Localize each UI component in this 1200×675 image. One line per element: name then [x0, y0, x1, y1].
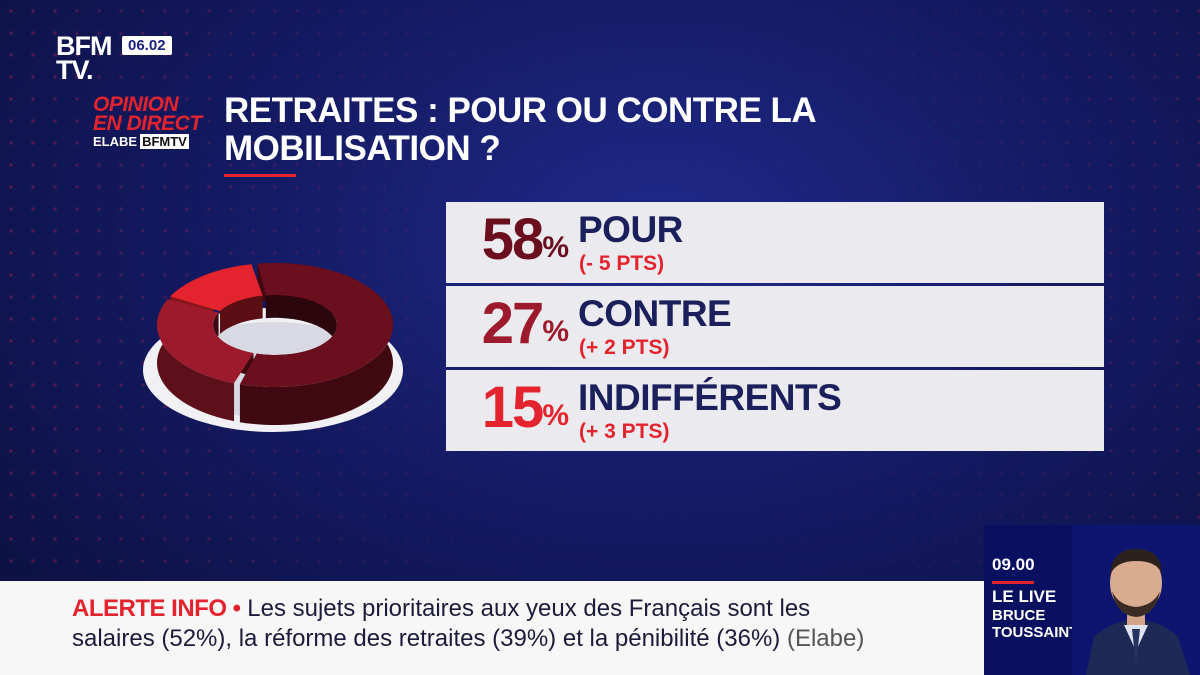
result-label: INDIFFÉRENTS [578, 377, 842, 418]
slice-indifferents [170, 264, 263, 312]
result-row-pour: 58% POUR (- 5 PTS) [446, 202, 1104, 283]
percent-value: 27 [481, 291, 544, 356]
ticker-text2: salaires (52%), la réforme des retraites… [72, 625, 781, 652]
next-program-panel: 09.00 LE LIVE BRUCE TOUSSAINT [984, 525, 1200, 675]
result-percent: 15% [456, 378, 569, 438]
ticker-line2: salaires (52%), la réforme des retraites… [72, 625, 864, 653]
result-label: CONTRE [578, 293, 732, 334]
slice-pour [239, 263, 394, 387]
ticker-text1: Les sujets prioritaires aux yeux des Fra… [247, 595, 811, 622]
partner-channel: BFMTV [140, 133, 189, 149]
segment-badge: OPINION EN DIRECT ELABE BFMTV [93, 93, 202, 149]
next-program-divider [992, 581, 1034, 584]
result-row-indifferents: 15% INDIFFÉRENTS (+ 3 PTS) [446, 370, 1104, 451]
next-program-time: 09.00 [992, 555, 1035, 574]
segment-line1: OPINION [93, 93, 179, 116]
channel-logo: BFM TV. [56, 31, 112, 86]
percent-value: 58 [481, 207, 544, 272]
ticker-line1: ALERTE INFO • Les sujets prioritaires au… [72, 595, 810, 623]
result-percent: 58% [456, 210, 569, 270]
ticker-source: (Elabe) [786, 625, 865, 652]
slice-inner-indifferents [220, 295, 263, 334]
segment-partner: ELABE BFMTV [93, 133, 202, 149]
result-label: POUR [578, 209, 683, 250]
slice-contre [157, 299, 254, 384]
result-change: (- 5 PTS) [579, 252, 665, 275]
donut-chart [143, 263, 403, 432]
result-percent: 27% [456, 294, 569, 354]
clock-time: 06.02 [122, 36, 172, 55]
percent-sign: % [542, 399, 569, 432]
result-row-contre: 27% CONTRE (+ 2 PTS) [446, 286, 1104, 367]
host-portrait [1072, 525, 1200, 675]
next-program-show: LE LIVE [992, 587, 1057, 606]
page-title: RETRAITES : POUR OU CONTRE LA MOBILISATI… [224, 91, 815, 168]
segment-line2: EN DIRECT [93, 111, 202, 135]
logo-line1: BFM [56, 31, 112, 61]
next-program-host: BRUCE TOUSSAINT [992, 607, 1079, 641]
logo-line2: TV. [56, 55, 94, 86]
partner-name: ELABE [93, 133, 138, 149]
percent-value: 15 [481, 375, 544, 440]
news-ticker: ALERTE INFO • Les sujets prioritaires au… [0, 581, 984, 675]
slice-side-contre [157, 299, 235, 422]
percent-sign: % [542, 231, 569, 264]
results-list: 58% POUR (- 5 PTS) 27% CONTRE (+ 2 PTS) … [446, 202, 1104, 454]
percent-sign: % [542, 315, 569, 348]
result-change: (+ 3 PTS) [579, 420, 670, 443]
alert-label: ALERTE INFO • [72, 595, 241, 622]
result-change: (+ 2 PTS) [579, 336, 670, 359]
title-underline [224, 174, 296, 177]
